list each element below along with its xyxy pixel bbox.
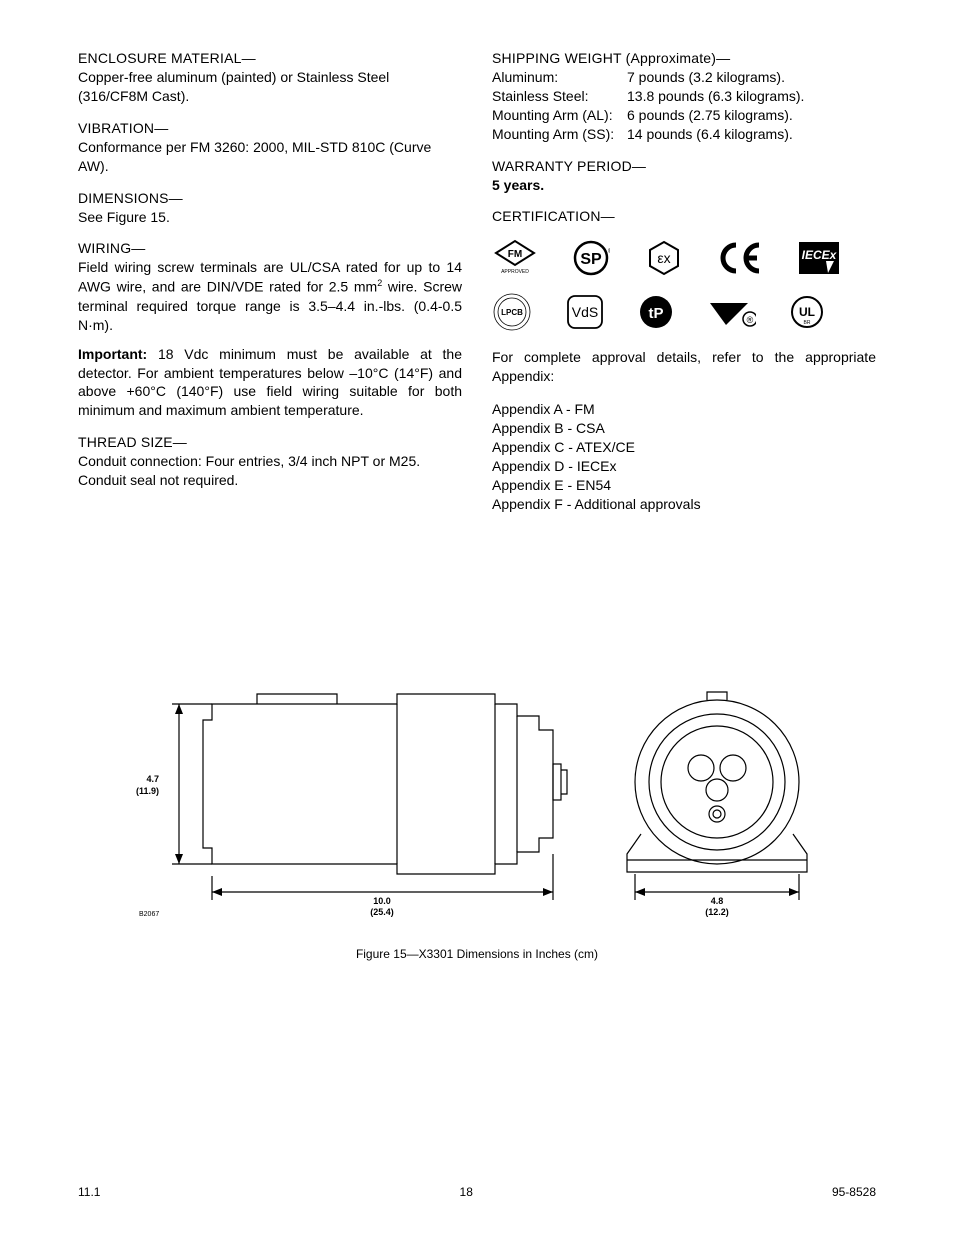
appendix-item: Appendix A - FM — [492, 400, 876, 419]
shipping-value: 14 pounds (6.4 kilograms). — [627, 125, 876, 144]
cert-row-1: FM APPROVED SP ® εx IECEx — [492, 238, 876, 278]
wiring-body: Field wiring screw terminals are UL/CSA … — [78, 258, 462, 334]
appendix-item: Appendix D - IECEx — [492, 457, 876, 476]
dimensions-body: See Figure 15. — [78, 208, 462, 227]
cert-followup: For complete approval details, refer to … — [492, 348, 876, 386]
important-label: Important: — [78, 346, 147, 362]
iecex-icon: IECEx — [798, 241, 840, 275]
tp-icon: tP — [638, 294, 674, 330]
svg-text:®: ® — [747, 315, 754, 325]
svg-text:εx: εx — [657, 250, 670, 266]
appendix-item: Appendix C - ATEX/CE — [492, 438, 876, 457]
shipping-label: Mounting Arm (SS): — [492, 125, 627, 144]
left-column: ENCLOSURE MATERIAL— Copper-free aluminum… — [78, 50, 462, 514]
shipping-label: Aluminum: — [492, 68, 627, 87]
vibration-body: Conformance per FM 3260: 2000, MIL-STD 8… — [78, 138, 462, 176]
svg-text:UL: UL — [799, 305, 815, 319]
enclosure-heading: ENCLOSURE MATERIAL— — [78, 50, 462, 66]
certification-heading: CERTIFICATION— — [492, 208, 876, 224]
appendix-item: Appendix F - Additional approvals — [492, 495, 876, 514]
svg-text:4.8: 4.8 — [711, 896, 724, 906]
dimension-drawing: 4.7 (11.9) 10.0 (25.4) 4.8 (12.2) B2067 — [97, 664, 857, 934]
shipping-value: 13.8 pounds (6.3 kilograms). — [627, 87, 876, 106]
svg-text:LPCB: LPCB — [501, 308, 523, 317]
shipping-value: 7 pounds (3.2 kilograms). — [627, 68, 876, 87]
svg-text:tP: tP — [649, 305, 664, 322]
svg-text:IECEx: IECEx — [802, 248, 838, 262]
ex-icon: εx — [644, 239, 684, 277]
footer-right: 95-8528 — [832, 1185, 876, 1199]
shipping-row: Mounting Arm (SS): 14 pounds (6.4 kilogr… — [492, 125, 876, 144]
svg-text:4.7: 4.7 — [146, 774, 159, 784]
certification-icons: FM APPROVED SP ® εx IECEx LPCB — [492, 238, 876, 332]
svg-text:APPROVED: APPROVED — [501, 269, 529, 275]
wiring-heading: WIRING— — [78, 240, 462, 256]
svg-text:BR: BR — [804, 320, 811, 326]
footer-center: 18 — [460, 1185, 473, 1199]
svg-text:10.0: 10.0 — [373, 896, 391, 906]
csa-icon: SP ® — [572, 239, 610, 277]
shipping-row: Stainless Steel: 13.8 pounds (6.3 kilogr… — [492, 87, 876, 106]
svg-text:®: ® — [608, 248, 610, 255]
vibration-heading: VIBRATION— — [78, 120, 462, 136]
shipping-heading: SHIPPING WEIGHT (Approximate)— — [492, 50, 876, 66]
svg-text:(25.4): (25.4) — [370, 907, 394, 917]
thread-heading: THREAD SIZE— — [78, 434, 462, 450]
svg-text:VdS: VdS — [572, 304, 598, 320]
shipping-row: Aluminum: 7 pounds (3.2 kilograms). — [492, 68, 876, 87]
figure-caption: Figure 15—X3301 Dimensions in Inches (cm… — [78, 947, 876, 961]
lpcb-icon: LPCB — [492, 292, 532, 332]
page-footer: 11.1 18 95-8528 — [78, 1185, 876, 1199]
enclosure-body: Copper-free aluminum (painted) or Stainl… — [78, 68, 462, 106]
svg-text:SP: SP — [580, 251, 602, 268]
right-column: SHIPPING WEIGHT (Approximate)— Aluminum:… — [492, 50, 876, 514]
shipping-row: Mounting Arm (AL): 6 pounds (2.75 kilogr… — [492, 106, 876, 125]
dimensions-heading: DIMENSIONS— — [78, 190, 462, 206]
appendix-item: Appendix E - EN54 — [492, 476, 876, 495]
content-columns: ENCLOSURE MATERIAL— Copper-free aluminum… — [78, 50, 876, 514]
svg-text:(11.9): (11.9) — [136, 786, 159, 796]
appendix-item: Appendix B - CSA — [492, 419, 876, 438]
ce-icon — [718, 241, 764, 275]
shipping-value: 6 pounds (2.75 kilograms). — [627, 106, 876, 125]
shipping-label: Mounting Arm (AL): — [492, 106, 627, 125]
figure-15: 4.7 (11.9) 10.0 (25.4) 4.8 (12.2) B2067 … — [78, 664, 876, 961]
important-note: Important: 18 Vdc minimum must be availa… — [78, 345, 462, 421]
footer-left: 11.1 — [78, 1185, 100, 1199]
shipping-label: Stainless Steel: — [492, 87, 627, 106]
warranty-body: 5 years. — [492, 176, 876, 195]
vds-icon: VdS — [566, 294, 604, 330]
cert-row-2: LPCB VdS tP ® ULBR — [492, 292, 876, 332]
ul-icon: ULBR — [790, 295, 824, 329]
appendix-list: Appendix A - FM Appendix B - CSA Appendi… — [492, 400, 876, 513]
tick-icon: ® — [708, 295, 756, 329]
shipping-table: Aluminum: 7 pounds (3.2 kilograms). Stai… — [492, 68, 876, 144]
svg-text:B2067: B2067 — [139, 911, 159, 918]
svg-text:FM: FM — [508, 249, 522, 260]
thread-body: Conduit connection: Four entries, 3/4 in… — [78, 452, 462, 490]
fm-icon: FM APPROVED — [492, 239, 538, 277]
svg-text:(12.2): (12.2) — [705, 907, 729, 917]
warranty-heading: WARRANTY PERIOD— — [492, 158, 876, 174]
